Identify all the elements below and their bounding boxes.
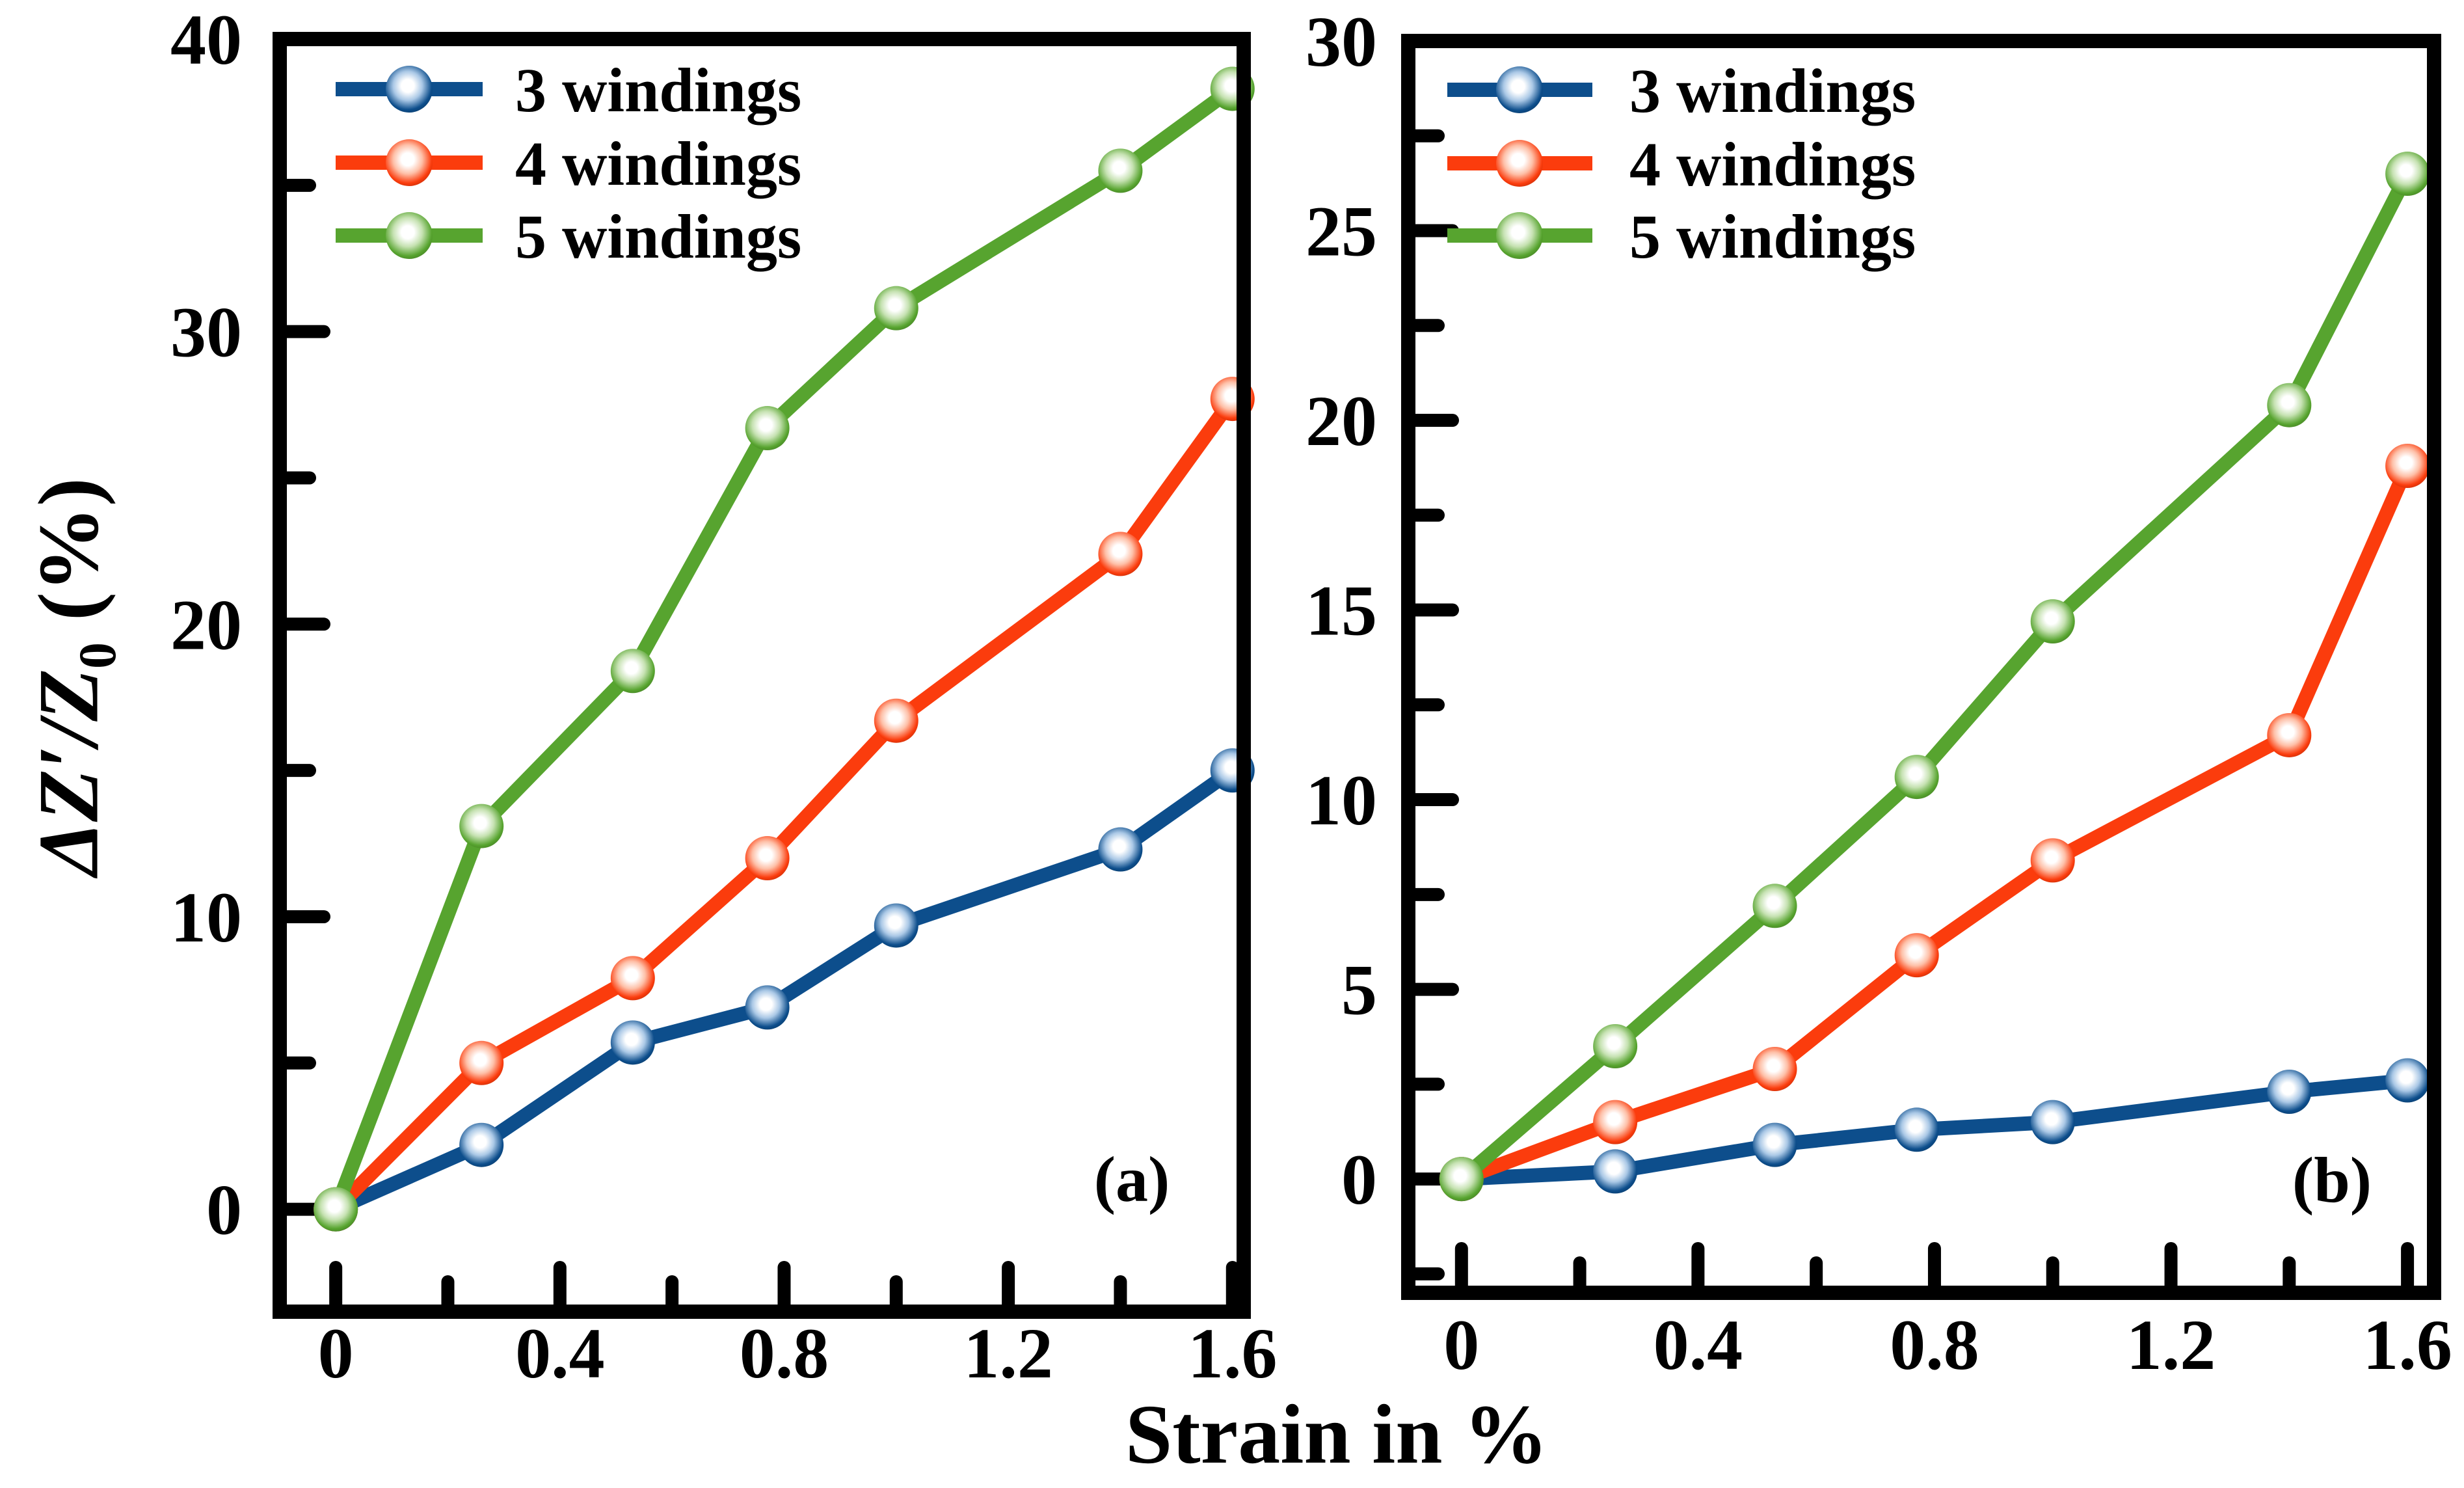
data-point-5-windings <box>2267 383 2312 427</box>
data-point-4-windings <box>1752 1047 1797 1092</box>
data-point-4-windings <box>874 698 918 743</box>
legend-marker <box>1496 212 1543 259</box>
legend-item: 3 windings <box>336 55 801 125</box>
data-point-4-windings <box>745 836 790 881</box>
legend-marker <box>1496 66 1543 113</box>
legend-marker <box>1496 140 1543 187</box>
legend-marker <box>386 66 433 113</box>
data-point-3-windings <box>2267 1069 2312 1114</box>
x-tick-label: 0 <box>1443 1305 1479 1385</box>
data-point-5-windings <box>610 649 655 694</box>
data-point-4-windings <box>610 956 655 1001</box>
series-line-4-windings <box>1454 458 2415 1187</box>
data-point-4-windings <box>1894 933 1939 978</box>
x-tick-label: 1.2 <box>963 1314 1053 1393</box>
y-tick-label: 30 <box>170 293 242 372</box>
legend-label: 4 windings <box>1629 129 1916 199</box>
data-point-3-windings <box>1593 1149 1638 1194</box>
y-tick-label: 10 <box>170 878 242 957</box>
data-point-4-windings <box>2030 838 2075 883</box>
y-tick-label: 20 <box>170 585 242 664</box>
data-point-4-windings <box>1593 1100 1638 1144</box>
y-tick-label: 0 <box>1341 1140 1377 1219</box>
x-axis-title: Strain in % <box>1125 1388 1549 1481</box>
y-tick-label: 5 <box>1341 951 1377 1030</box>
y-axis-title-main: ΔZ′/Z <box>20 669 116 876</box>
data-point-3-windings <box>745 985 790 1030</box>
data-point-5-windings <box>459 804 504 848</box>
legend-label: 5 windings <box>1629 202 1916 271</box>
y-tick-label: 0 <box>206 1170 242 1250</box>
y-tick-label: 40 <box>170 0 242 79</box>
data-point-3-windings <box>1752 1122 1797 1167</box>
data-point-5-windings <box>1439 1157 1484 1202</box>
x-tick-label: 0.4 <box>515 1314 605 1393</box>
y-axis-title-subscript: 0 <box>67 642 127 670</box>
legend-item: 3 windings <box>1447 56 1916 126</box>
x-tick-label: 0.8 <box>1890 1305 1979 1385</box>
data-point-4-windings <box>2267 712 2312 757</box>
legend-label: 3 windings <box>1629 56 1916 126</box>
plot-frame <box>273 32 1251 1319</box>
data-point-5-windings <box>1098 148 1143 193</box>
legend-label: 5 windings <box>515 202 801 271</box>
x-tick-label: 1.6 <box>1188 1314 1278 1393</box>
data-point-5-windings <box>1593 1024 1638 1069</box>
data-point-5-windings <box>745 406 790 451</box>
data-point-4-windings <box>1098 532 1143 576</box>
y-axis-title: ΔZ′/Z0 (%) <box>19 478 127 876</box>
legend-item: 4 windings <box>336 129 801 198</box>
plot-frame <box>1401 34 2441 1300</box>
data-point-3-windings <box>1894 1107 1939 1152</box>
y-tick-label: 20 <box>1306 381 1377 461</box>
data-point-4-windings <box>459 1040 504 1085</box>
x-tick-label: 1.2 <box>2126 1305 2216 1385</box>
y-tick-label: 25 <box>1306 192 1377 271</box>
data-point-5-windings <box>874 286 918 331</box>
panel-letter-a: (a) <box>1094 1143 1170 1215</box>
x-tick-label: 0.8 <box>740 1314 829 1393</box>
legend-marker <box>386 212 433 259</box>
panel-b: 0 5 10 15 20 25 30 0 0.4 0.8 1.2 1.6 (b) 3 windings4 … <box>1306 2 2452 1385</box>
x-tick-label: 0.4 <box>1654 1305 1743 1385</box>
data-point-5-windings <box>2030 599 2075 644</box>
y-tick-label: 30 <box>1306 2 1377 81</box>
x-tick-label: 0 <box>318 1314 354 1393</box>
y-tick-label: 10 <box>1306 761 1377 840</box>
legend-marker <box>386 139 433 186</box>
data-point-3-windings <box>2385 1058 2430 1103</box>
x-tick-label: 1.6 <box>2363 1305 2452 1385</box>
data-point-3-windings <box>610 1020 655 1065</box>
data-point-5-windings <box>1752 884 1797 928</box>
data-point-3-windings <box>874 903 918 948</box>
data-point-4-windings <box>2385 443 2430 488</box>
legend-label: 3 windings <box>515 55 801 125</box>
legend-label: 4 windings <box>515 129 801 198</box>
data-point-3-windings <box>459 1122 504 1167</box>
data-point-3-windings <box>2030 1100 2075 1144</box>
data-point-3-windings <box>1098 827 1143 872</box>
legend-item: 5 windings <box>336 202 801 271</box>
series-line-4-windings <box>328 392 1240 1217</box>
data-point-5-windings <box>2385 152 2430 196</box>
data-point-5-windings <box>314 1187 358 1232</box>
y-axis-title-unit: (%) <box>20 478 116 643</box>
legend-item: 4 windings <box>1447 129 1916 199</box>
y-tick-label: 15 <box>1306 571 1377 651</box>
data-point-5-windings <box>1894 755 1939 800</box>
panel-letter-b: (b) <box>2292 1144 2372 1216</box>
legend-item: 5 windings <box>1447 202 1916 271</box>
